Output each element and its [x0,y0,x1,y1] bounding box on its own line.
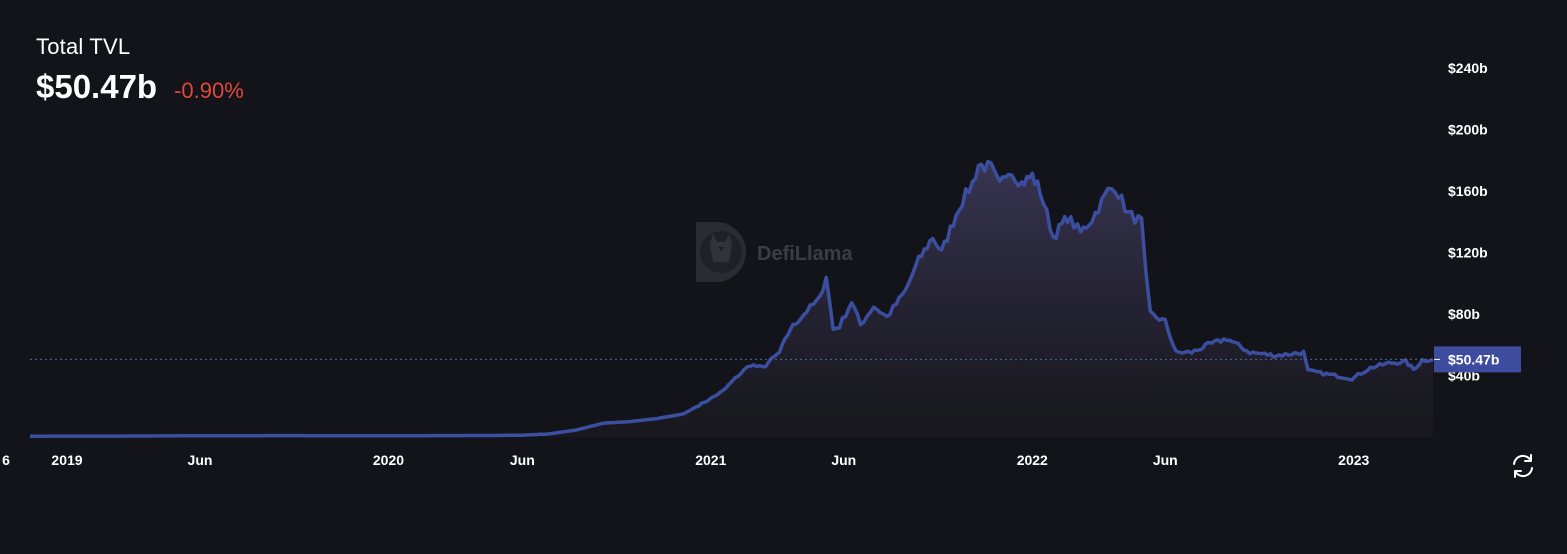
y-tick-label: $80b [1448,306,1480,322]
refresh-button[interactable] [1509,452,1537,480]
current-value-marker: $50.47b [1434,346,1521,373]
y-tick-label: $240b [1448,60,1488,76]
x-tick-label: 2019 [51,452,82,468]
llama-logo-icon [696,222,746,282]
tvl-area [30,161,1433,437]
tvl-value: $50.47b [36,68,158,105]
chart-header: Total TVL $50.47b -0.90% [36,34,244,106]
x-tick-label: 6 [2,452,10,468]
y-axis: $40b$80b$120b$160b$200b$240b [1448,60,1488,384]
x-axis: 6 2019 Jun 2020 Jun 2021 Jun 2022 Jun 2023 [2,452,1369,468]
current-value-marker-bg [1434,346,1521,373]
watermark-text: DefiLlama [757,243,853,265]
refresh-icon [1513,454,1533,478]
x-tick-label: 2020 [373,452,404,468]
tvl-series-line [30,159,1434,438]
x-tick-label: 2022 [1017,452,1048,468]
x-tick-label: Jun [188,452,213,468]
x-tick-label: Jun [1153,452,1178,468]
x-tick-label: 2021 [695,452,726,468]
x-tick-label: 2023 [1338,452,1369,468]
y-tick-label: $200b [1448,122,1488,138]
y-tick-label: $120b [1448,245,1488,261]
y-tick-label: $160b [1448,183,1488,199]
tvl-change-percent: -0.90% [174,78,244,103]
tvl-value-row: $50.47b -0.90% [36,68,244,106]
x-tick-label: Jun [510,452,535,468]
chart-title: Total TVL [36,34,131,59]
x-tick-label: Jun [831,452,856,468]
watermark: DefiLlama [696,222,853,282]
area-layer [30,161,1433,437]
line-layer [30,159,1434,438]
current-value-marker-label: $50.47b [1448,351,1499,367]
